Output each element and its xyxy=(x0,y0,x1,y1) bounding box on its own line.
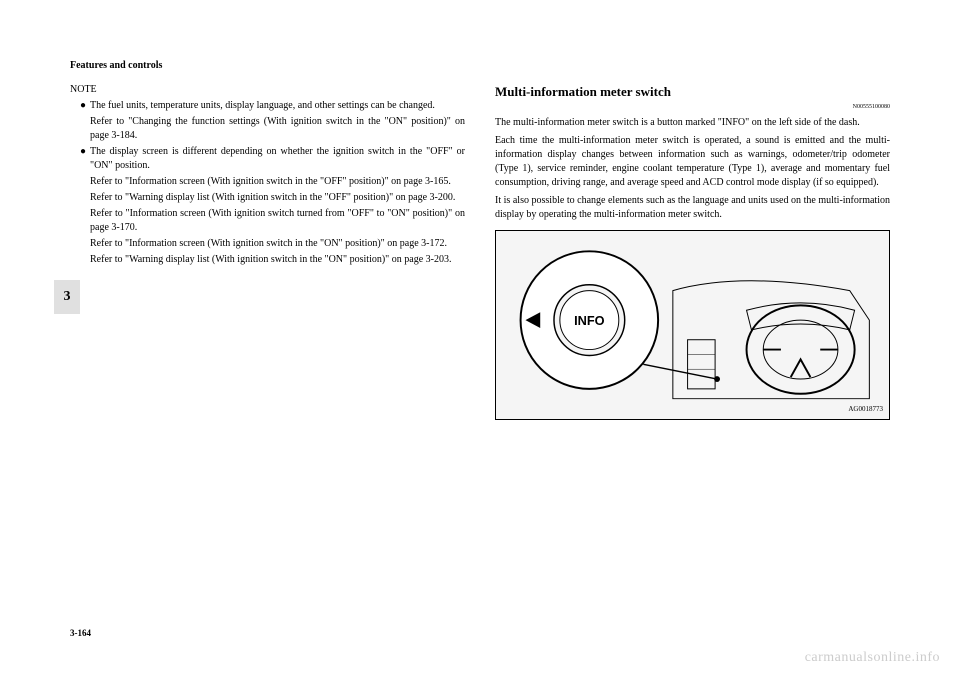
note-ref: Refer to "Information screen (With ignit… xyxy=(70,207,465,235)
note-bullet-1: ● The fuel units, temperature units, dis… xyxy=(70,99,465,113)
paragraph: Each time the multi-information meter sw… xyxy=(495,134,890,190)
right-column: Multi-information meter switch N00555100… xyxy=(495,83,890,420)
paragraph: The multi-information meter switch is a … xyxy=(495,116,890,130)
section-title: Multi-information meter switch xyxy=(495,83,890,101)
note-bullet-2: ● The display screen is different depend… xyxy=(70,145,465,173)
watermark: carmanualsonline.info xyxy=(805,650,940,666)
bullet-icon: ● xyxy=(80,99,90,113)
page-number: 3-164 xyxy=(70,628,91,638)
note-ref: Refer to "Information screen (With ignit… xyxy=(70,175,465,189)
bullet-text: The fuel units, temperature units, displ… xyxy=(90,99,465,113)
note-ref: Refer to "Information screen (With ignit… xyxy=(70,237,465,251)
section-header: Features and controls xyxy=(70,60,890,71)
figure-code: AG0018773 xyxy=(848,405,883,415)
doc-code: N00555100080 xyxy=(495,103,890,111)
bullet-text: The display screen is different dependin… xyxy=(90,145,465,173)
note-ref: Refer to "Warning display list (With ign… xyxy=(70,191,465,205)
note-ref: Refer to "Warning display list (With ign… xyxy=(70,253,465,267)
bullet-icon: ● xyxy=(80,145,90,173)
left-column: NOTE ● The fuel units, temperature units… xyxy=(70,83,465,420)
chapter-tab: 3 xyxy=(54,280,80,314)
info-button-label: INFO xyxy=(574,313,605,328)
note-label: NOTE xyxy=(70,83,465,97)
note-ref: Refer to "Changing the function settings… xyxy=(70,115,465,143)
paragraph: It is also possible to change elements s… xyxy=(495,194,890,222)
figure-info-switch: INFO xyxy=(495,230,890,420)
